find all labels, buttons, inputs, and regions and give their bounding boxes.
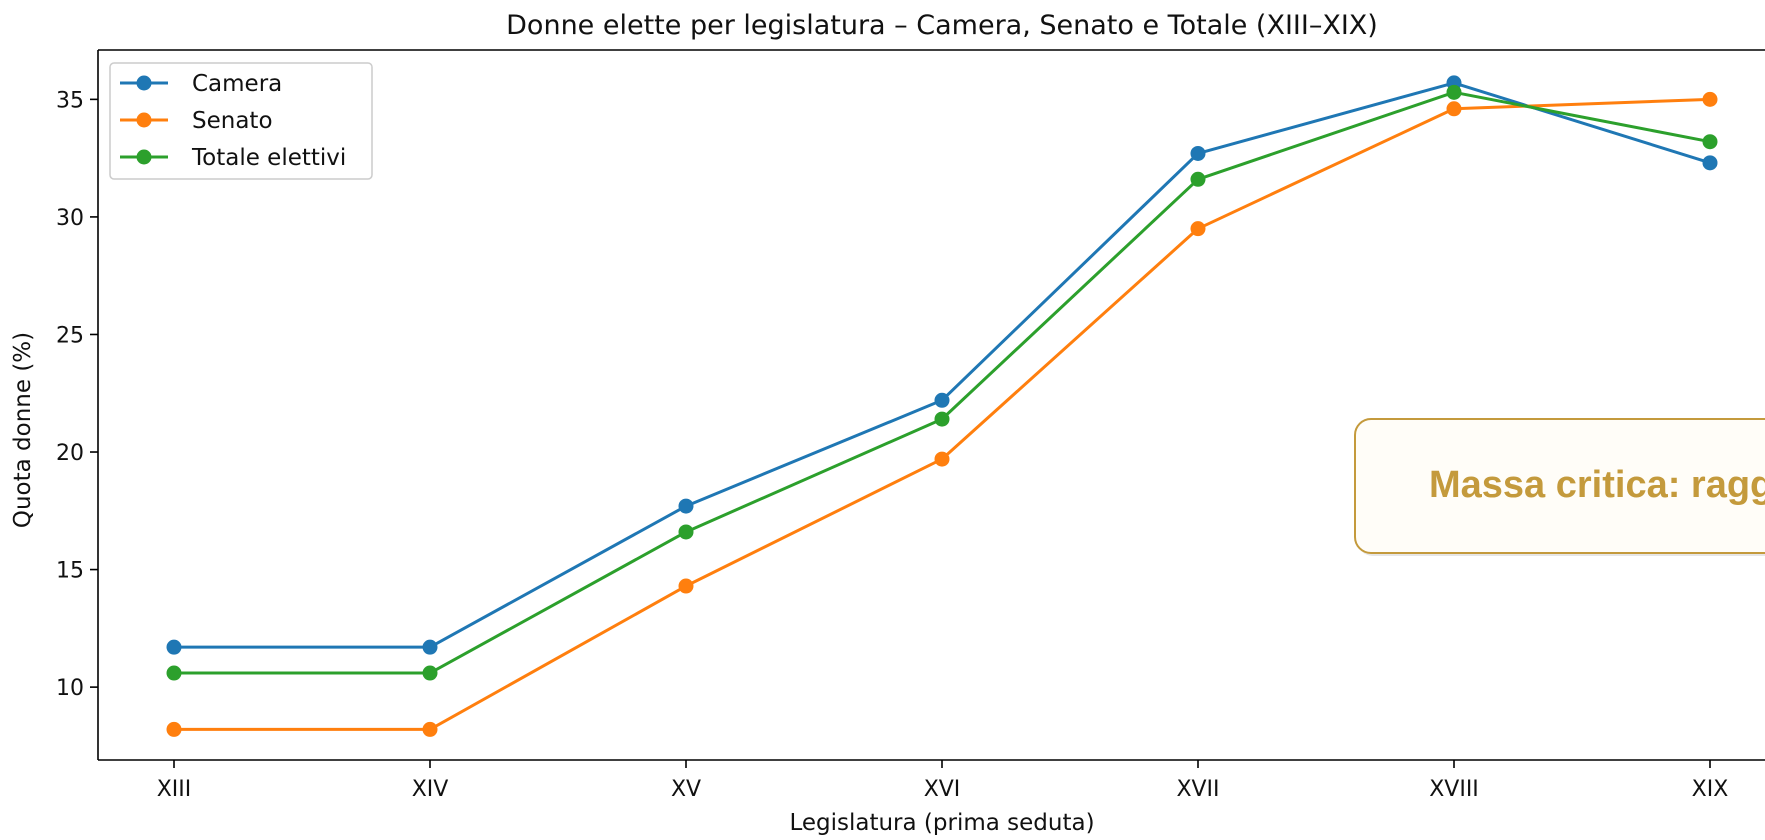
y-tick-label: 10 — [56, 676, 84, 701]
x-tick-label: XV — [671, 777, 701, 802]
legend: Camera Senato Totale elettivi — [109, 62, 373, 180]
legend-swatch-marker — [136, 149, 152, 165]
chart-title: Donne elette per legislatura – Camera, S… — [506, 10, 1378, 41]
data-point — [678, 498, 694, 514]
data-point — [422, 665, 438, 681]
annotation-callout: Massa critica: ragg — [1354, 418, 1765, 556]
series-totale-elettivi — [166, 84, 1718, 681]
data-point — [1702, 155, 1718, 171]
x-axis-label: Legislatura (prima seduta) — [789, 810, 1094, 836]
data-point — [1190, 171, 1206, 187]
data-point — [1446, 84, 1462, 100]
data-point — [166, 721, 182, 737]
data-point — [1702, 91, 1718, 107]
y-tick-label: 30 — [56, 206, 84, 231]
series-camera — [166, 75, 1718, 655]
data-point — [1190, 221, 1206, 237]
x-tick-label: XIII — [157, 777, 192, 802]
series-line — [172, 90, 1712, 675]
x-tick-label: XVIII — [1429, 777, 1479, 802]
y-tick-label: 15 — [56, 559, 84, 584]
annotation-box — [1354, 418, 1765, 554]
data-point — [1702, 134, 1718, 150]
x-tick-label: XIV — [412, 777, 449, 802]
data-point — [1190, 145, 1206, 161]
data-point — [422, 639, 438, 655]
x-tick-label: XIX — [1692, 777, 1729, 802]
y-tick-label: 20 — [56, 441, 84, 466]
annotation-text: Massa critica: ragg — [1429, 464, 1765, 506]
legend-box — [109, 62, 373, 180]
y-tick-label: 25 — [56, 323, 84, 348]
series-line — [172, 81, 1712, 649]
data-point — [934, 451, 950, 467]
y-tick-label: 35 — [56, 88, 84, 113]
data-point — [422, 721, 438, 737]
data-point — [166, 639, 182, 655]
legend-swatch-marker — [136, 75, 152, 91]
x-tick-label: XVII — [1176, 777, 1219, 802]
y-axis-label: Quota donne (%) — [10, 332, 36, 528]
data-point — [166, 665, 182, 681]
data-point — [678, 524, 694, 540]
data-point — [1446, 101, 1462, 117]
legend-label: Senato — [192, 108, 273, 134]
data-point — [934, 411, 950, 427]
data-point — [678, 578, 694, 594]
series-senato — [166, 91, 1718, 737]
legend-swatch-marker — [136, 112, 152, 128]
legend-label: Totale elettivi — [191, 145, 346, 171]
legend-label: Camera — [192, 71, 282, 97]
x-tick-label: XVI — [924, 777, 961, 802]
plot-area: 10 15 20 25 30 35 XIII XIV XV XVI XVII XVIII XIX Came… — [56, 49, 1765, 802]
data-point — [934, 392, 950, 408]
